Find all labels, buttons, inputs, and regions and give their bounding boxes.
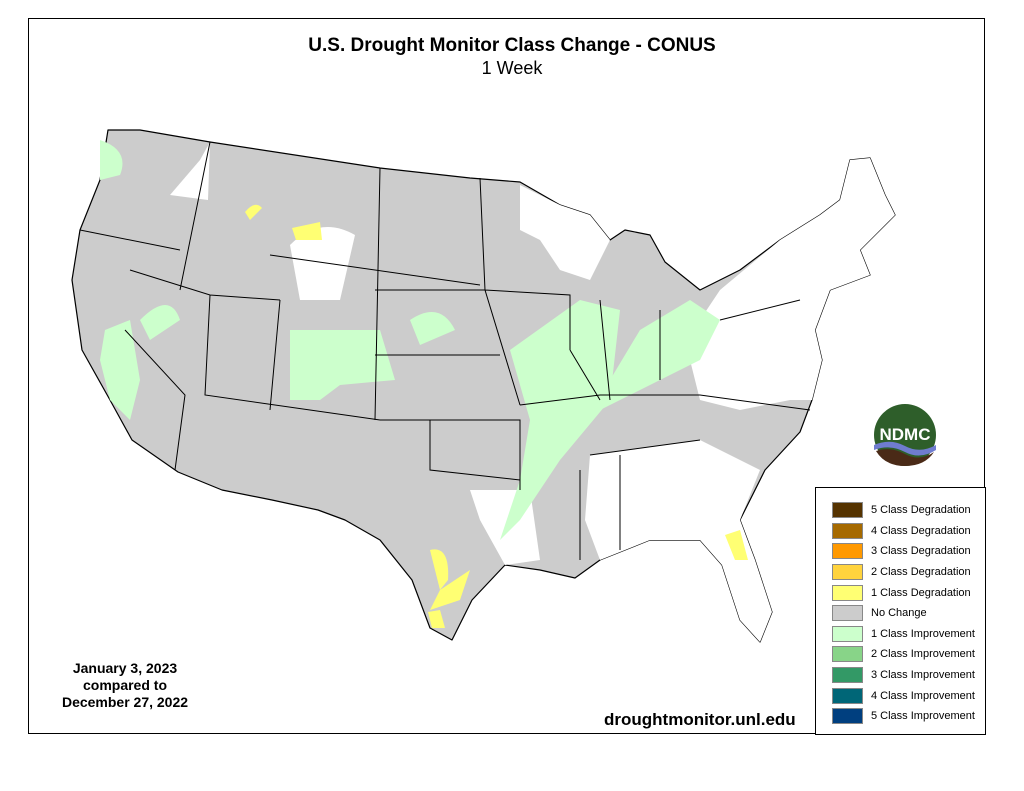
legend-item: 2 Class Degradation: [832, 562, 985, 583]
date-block: January 3, 2023 compared to December 27,…: [40, 660, 210, 711]
previous-date: December 27, 2022: [61, 694, 189, 710]
legend-swatch: [832, 543, 863, 560]
legend-label: 4 Class Improvement: [871, 689, 975, 702]
legend-label: 1 Class Improvement: [871, 627, 975, 640]
legend-swatch: [832, 502, 863, 519]
map-title: U.S. Drought Monitor Class Change - CONU…: [308, 35, 716, 56]
legend-label: No Change: [871, 607, 927, 620]
legend-item: 5 Class Improvement: [832, 706, 985, 727]
legend-label: 3 Class Degradation: [871, 545, 971, 558]
legend-item: 3 Class Degradation: [832, 541, 985, 562]
legend-item: 4 Class Degradation: [832, 521, 985, 542]
legend-item: 4 Class Improvement: [832, 685, 985, 706]
legend-swatch: [832, 708, 863, 725]
legend-item: 1 Class Improvement: [832, 624, 985, 645]
legend-label: 5 Class Improvement: [871, 710, 975, 723]
legend-label: 2 Class Degradation: [871, 566, 971, 579]
degradation-areas: [245, 204, 748, 628]
legend-item: 3 Class Improvement: [832, 665, 985, 686]
source-url: droughtmonitor.unl.edu: [604, 710, 796, 729]
logo-text: NDMC: [880, 425, 931, 444]
ndmc-logo: NDMC: [860, 390, 950, 485]
legend-swatch: [832, 646, 863, 663]
map-frame: [28, 18, 985, 734]
legend-label: 1 Class Degradation: [871, 586, 971, 599]
legend-item: 2 Class Improvement: [832, 644, 985, 665]
legend-item: 5 Class Degradation: [832, 500, 985, 521]
map-subtitle: 1 Week: [481, 58, 543, 78]
legend-label: 5 Class Degradation: [871, 504, 971, 517]
legend-swatch: [832, 564, 863, 581]
legend-swatch: [832, 667, 863, 684]
legend: 5 Class Degradation 4 Class Degradation 3 …: [815, 487, 986, 735]
current-date: January 3, 2023: [72, 660, 178, 676]
legend-swatch: [832, 687, 863, 704]
legend-label: 3 Class Improvement: [871, 669, 975, 682]
legend-swatch: [832, 522, 863, 539]
legend-swatch: [832, 605, 863, 622]
compared-to: compared to: [82, 677, 167, 693]
state-boundaries: [79, 141, 811, 560]
legend-label: 4 Class Degradation: [871, 524, 971, 537]
legend-swatch: [832, 625, 863, 642]
legend-item: 1 Class Degradation: [832, 582, 985, 603]
legend-label: 2 Class Improvement: [871, 648, 975, 661]
legend-item: No Change: [832, 603, 985, 624]
legend-swatch: [832, 584, 863, 601]
